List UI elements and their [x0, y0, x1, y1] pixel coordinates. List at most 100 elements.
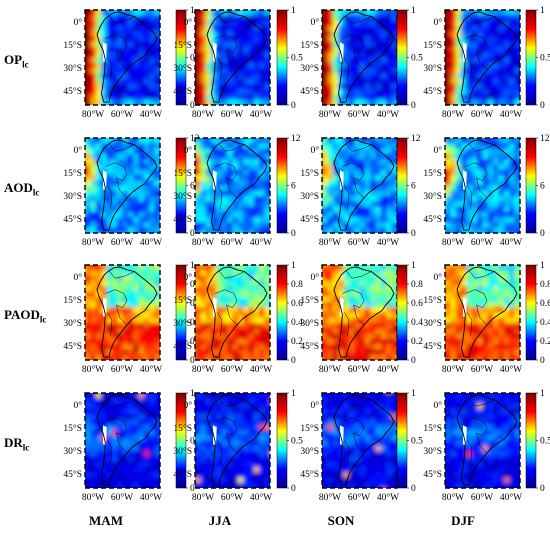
colorbar-tick-label: 1 — [411, 389, 416, 399]
colorbar-tick-label: 0.5 — [291, 54, 303, 64]
lon-tick-label: 60°W — [111, 237, 133, 248]
lat-tick-label: 30°S — [173, 446, 192, 457]
colorbar-tick-label: 6 — [291, 182, 296, 192]
colorbar-tick-label: 0.6 — [411, 299, 423, 309]
lat-tick-label: 30°S — [300, 446, 319, 457]
lat-tick-label: 45°S — [173, 341, 192, 352]
colorbar: 10.80.60.40.20 — [397, 261, 423, 366]
colorbar: 10.50 — [277, 6, 303, 111]
data-field — [317, 133, 403, 239]
colorbar-tick-label: 1 — [540, 389, 545, 399]
colorbar: 10.50 — [397, 389, 423, 494]
lon-tick-label: 60°W — [221, 237, 243, 248]
lat-tick-label: 15°S — [173, 168, 192, 179]
colorbar-tick-label: 6 — [411, 182, 416, 192]
lat-tick-label: 45°S — [173, 86, 192, 97]
colorbar-gradient — [397, 393, 407, 488]
lat-tick-label: 0° — [73, 400, 82, 411]
colorbar: 10.50 — [526, 389, 550, 494]
column-label-jja: JJA — [190, 513, 250, 529]
colorbar-tick-label: 0 — [291, 484, 296, 494]
lat-tick-label: 30°S — [63, 63, 82, 74]
lon-tick-label: 80°W — [442, 237, 464, 248]
lat-tick-label: 45°S — [63, 469, 82, 480]
lat-tick-label: 30°S — [300, 318, 319, 329]
colorbar-tick-label: 6 — [540, 182, 545, 192]
colorbar-tick-label: 0.4 — [411, 318, 423, 328]
lat-tick-label: 45°S — [300, 214, 319, 225]
lon-tick-label: 80°W — [192, 492, 214, 503]
lon-tick-label: 40°W — [140, 364, 162, 375]
lon-tick-label: 80°W — [192, 237, 214, 248]
colorbar-tick-label: 1 — [411, 261, 416, 271]
lat-tick-label: 45°S — [423, 86, 442, 97]
lon-tick-label: 40°W — [500, 237, 522, 248]
colorbar-tick-label: 0 — [291, 101, 296, 111]
lat-tick-label: 15°S — [300, 168, 319, 179]
lat-tick-label: 15°S — [63, 40, 82, 51]
lat-tick-label: 0° — [433, 400, 442, 411]
lat-tick-label: 0° — [433, 145, 442, 156]
lat-tick-label: 15°S — [300, 40, 319, 51]
colorbar-tick-label: 12 — [411, 134, 421, 144]
lat-tick-label: 15°S — [63, 295, 82, 306]
colorbar-tick-label: 0.8 — [411, 280, 423, 290]
panel-row-paod: 0°15°S30°S45°S80°W60°W40°W10.80.60.40.20… — [63, 260, 550, 375]
colorbar-tick-label: 6 — [190, 182, 195, 192]
lon-tick-label: 40°W — [377, 492, 399, 503]
lat-tick-label: 45°S — [63, 214, 82, 225]
lat-tick-label: 30°S — [63, 191, 82, 202]
row-label-dr: DRlc — [4, 435, 29, 453]
lon-tick-label: 60°W — [471, 364, 493, 375]
lat-tick-label: 45°S — [423, 214, 442, 225]
column-label-djf: DJF — [433, 513, 493, 529]
colorbar-tick-label: 1 — [291, 6, 296, 16]
colorbar-tick-label: 0.6 — [540, 299, 550, 309]
data-field — [440, 5, 526, 111]
data-field — [80, 133, 166, 239]
lon-tick-label: 80°W — [319, 364, 341, 375]
lon-tick-label: 60°W — [471, 492, 493, 503]
lon-tick-label: 80°W — [82, 109, 104, 120]
colorbar-tick-label: 0 — [540, 229, 545, 239]
lat-tick-label: 15°S — [173, 423, 192, 434]
lat-tick-label: 30°S — [423, 446, 442, 457]
lon-tick-label: 60°W — [221, 364, 243, 375]
colorbar-gradient — [526, 138, 536, 233]
colorbar-tick-label: 0 — [291, 229, 296, 239]
lat-tick-label: 30°S — [423, 63, 442, 74]
lat-tick-label: 0° — [310, 17, 319, 28]
panel-row-dr: 0°15°S30°S45°S80°W60°W40°W10.500°15°S30°… — [63, 388, 550, 503]
colorbar-gradient — [526, 265, 536, 360]
lon-tick-label: 80°W — [319, 109, 341, 120]
lat-tick-label: 15°S — [63, 168, 82, 179]
colorbar-tick-label: 1 — [291, 261, 296, 271]
lat-tick-label: 45°S — [173, 469, 192, 480]
lon-tick-label: 40°W — [500, 364, 522, 375]
colorbar-tick-label: 0 — [411, 356, 416, 366]
lon-tick-label: 80°W — [442, 109, 464, 120]
colorbar-tick-label: 0 — [540, 101, 545, 111]
lat-tick-label: 0° — [73, 145, 82, 156]
lat-tick-label: 0° — [310, 145, 319, 156]
colorbar-tick-label: 0.4 — [540, 318, 550, 328]
data-field — [440, 133, 526, 239]
lat-tick-label: 0° — [73, 17, 82, 28]
colorbar-gradient — [397, 10, 407, 105]
lon-tick-label: 40°W — [250, 237, 272, 248]
lat-tick-label: 15°S — [300, 423, 319, 434]
lon-tick-label: 40°W — [250, 109, 272, 120]
lat-tick-label: 15°S — [423, 295, 442, 306]
lat-tick-label: 30°S — [173, 63, 192, 74]
lat-tick-label: 45°S — [423, 341, 442, 352]
colorbar-tick-label: 12 — [291, 134, 301, 144]
colorbar-gradient — [277, 138, 287, 233]
data-field — [317, 388, 403, 494]
colorbar-tick-label: 1 — [291, 389, 296, 399]
